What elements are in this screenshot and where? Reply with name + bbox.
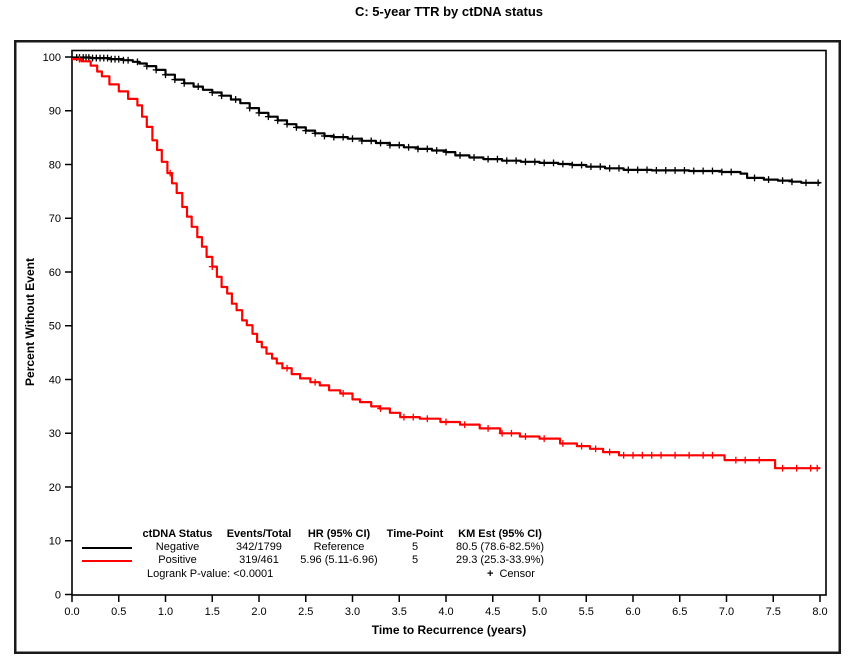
y-axis-tick-label: 30 — [49, 428, 61, 440]
y-axis-tick-label: 100 — [43, 52, 61, 64]
legend-row-positive: Positive 319/461 5.96 (5.11-6.96) 5 29.3… — [82, 554, 560, 567]
negative-km-est: 80.5 (78.6-82.5%) — [455, 541, 545, 553]
x-axis-tick-label: 5.0 — [532, 606, 547, 618]
legend-header-row: ctDNA Status Events/Total HR (95% CI) Ti… — [82, 528, 560, 541]
positive-timepoint: 5 — [411, 554, 419, 566]
x-axis-tick-label: 6.0 — [625, 606, 640, 618]
negative-timepoint: 5 — [411, 541, 419, 553]
censor-key-label: Censor — [499, 568, 535, 580]
x-axis-tick-label: 0.0 — [64, 606, 79, 618]
censor-plus-icon: + — [487, 568, 494, 580]
positive-km-est: 29.3 (25.3-33.9%) — [455, 554, 545, 566]
x-axis-tick-label: 7.5 — [766, 606, 781, 618]
y-axis-tick-label: 10 — [49, 536, 61, 548]
legend-header-kmest: KM Est (95% CI) — [458, 528, 542, 540]
positive-sample-cell — [82, 554, 135, 567]
x-axis-tick-label: 1.0 — [158, 606, 173, 618]
x-axis-title: Time to Recurrence (years) — [371, 623, 527, 637]
negative-line-sample-icon — [82, 546, 132, 549]
legend-table: ctDNA Status Events/Total HR (95% CI) Ti… — [82, 528, 560, 581]
negative-group-label: Negative — [155, 541, 200, 553]
x-axis-tick-label: 2.5 — [298, 606, 313, 618]
y-axis-tick-label: 70 — [49, 213, 61, 225]
y-axis-tick-label: 60 — [49, 267, 61, 279]
negative-hr: Reference — [313, 541, 365, 553]
legend-header-spacer — [82, 528, 135, 541]
positive-hr: 5.96 (5.11-6.96) — [300, 554, 378, 566]
legend-header-status: ctDNA Status — [142, 528, 213, 540]
positive-group-label: Positive — [158, 554, 197, 566]
x-axis-tick-label: 3.5 — [392, 606, 407, 618]
chart-title: C: 5-year TTR by ctDNA status — [354, 4, 544, 19]
legend-header-timepoint: Time-Point — [386, 528, 444, 540]
y-axis-title: Percent Without Event — [23, 258, 37, 386]
y-axis-tick-label: 40 — [49, 374, 61, 386]
legend-footer-row: Logrank P-value: <0.0001 + Censor — [82, 567, 560, 581]
x-axis-tick-label: 0.5 — [111, 606, 126, 618]
legend-row-negative: Negative 342/1799 Reference 5 80.5 (78.6… — [82, 541, 560, 554]
y-axis-tick-label: 80 — [49, 159, 61, 171]
x-axis-tick-label: 8.0 — [812, 606, 827, 618]
plot-area-border — [71, 49, 827, 596]
negative-sample-cell — [82, 541, 135, 554]
censor-key: + Censor — [487, 568, 535, 581]
x-axis-tick-label: 2.0 — [251, 606, 266, 618]
positive-line-sample-icon — [82, 559, 132, 562]
y-axis-tick-label: 50 — [49, 321, 61, 333]
y-axis-tick-label: 20 — [49, 482, 61, 494]
x-axis-tick-label: 5.5 — [579, 606, 594, 618]
x-axis-tick-label: 3.0 — [345, 606, 360, 618]
x-axis-tick-label: 1.5 — [205, 606, 220, 618]
km-curve-negative — [72, 56, 822, 184]
km-curve-positive — [72, 58, 820, 470]
x-axis-tick-label: 6.5 — [672, 606, 687, 618]
figure-outer-frame — [14, 40, 841, 654]
y-axis-tick-label: 0 — [55, 589, 61, 601]
x-axis-tick-label: 4.5 — [485, 606, 500, 618]
negative-events-total: 342/1799 — [236, 541, 282, 553]
y-axis-tick-label: 90 — [49, 106, 61, 118]
logrank-pvalue: Logrank P-value: <0.0001 — [147, 568, 274, 580]
x-axis-tick-label: 4.0 — [438, 606, 453, 618]
positive-events-total: 319/461 — [239, 554, 279, 566]
legend-header-hr: HR (95% CI) — [307, 528, 371, 540]
legend-header-events: Events/Total — [226, 528, 292, 540]
x-axis-tick-label: 7.0 — [719, 606, 734, 618]
